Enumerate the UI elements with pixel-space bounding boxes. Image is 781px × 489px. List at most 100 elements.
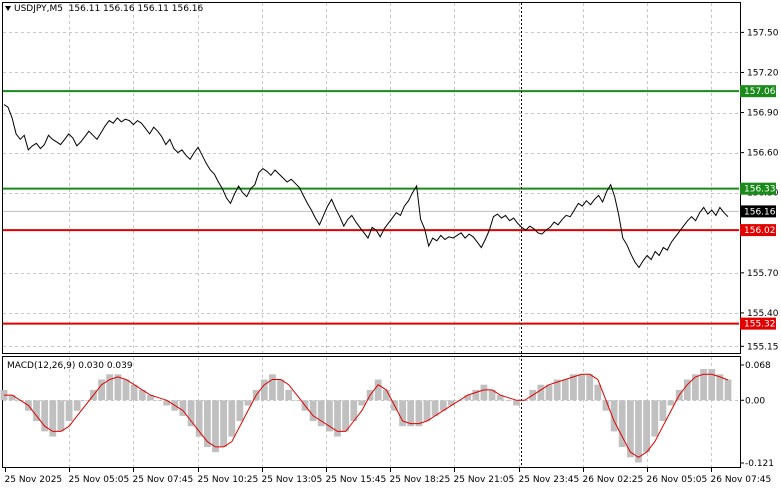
macd-bar	[163, 400, 171, 406]
macd-bar	[683, 379, 691, 401]
time-tick-label: 26 Nov 02:25	[583, 475, 644, 485]
macd-bar	[627, 400, 634, 458]
macd-bar	[374, 379, 382, 401]
level-label-box	[740, 85, 776, 98]
horizontal-levels	[3, 90, 739, 325]
macd-bar	[537, 384, 545, 401]
macd-bar	[382, 389, 390, 401]
macd-bar	[236, 400, 244, 421]
macd-bar	[602, 400, 610, 411]
macd-bar	[586, 374, 594, 401]
price-series	[3, 104, 729, 269]
time-tick-label: 25 Nov 23:45	[519, 475, 580, 485]
macd-histogram	[0, 369, 732, 463]
macd-bar	[407, 400, 415, 427]
macd-bar	[334, 400, 341, 437]
macd-bar	[651, 400, 659, 437]
macd-bar	[277, 379, 284, 401]
macd-bar	[513, 400, 520, 406]
macd-bar	[700, 369, 707, 401]
macd-bar	[724, 379, 732, 401]
macd-bar	[594, 384, 602, 401]
macd-bar	[147, 395, 154, 401]
time-tick-label: 25 Nov 13:05	[262, 475, 323, 485]
macd-bar	[309, 400, 317, 421]
level-label: 156.33	[744, 185, 776, 195]
grid-lines	[3, 3, 739, 467]
level-label-box	[740, 182, 776, 195]
macd-bar	[439, 400, 447, 411]
macd-tick-label: -0.121	[745, 459, 774, 469]
macd-tick-label: 0.00	[745, 396, 765, 406]
macd-bar	[81, 400, 89, 401]
level-label: 156.02	[744, 226, 776, 236]
macd-bar	[187, 400, 195, 427]
macd-bar	[667, 400, 675, 406]
time-tick-label: 25 Nov 10:25	[198, 475, 259, 485]
time-tick-label: 25 Nov 18:25	[390, 475, 451, 485]
macd-bar	[155, 400, 162, 401]
macd-bar	[488, 389, 496, 401]
signal-line	[4, 373, 729, 458]
macd-bar	[98, 379, 105, 401]
current-price-label: 156.16	[744, 207, 776, 217]
price-pane-frame	[2, 2, 741, 354]
macd-bar	[65, 400, 73, 421]
macd-bar	[73, 400, 81, 411]
macd-bar	[350, 400, 358, 421]
time-tick-label: 25 Nov 21:05	[454, 475, 515, 485]
price-tick-label: 155.70	[747, 269, 779, 279]
level-label-box	[740, 317, 776, 330]
macd-bar	[342, 400, 349, 432]
macd-bar	[708, 369, 716, 401]
macd-signal-line	[4, 373, 729, 458]
time-tick-label: 25 Nov 05:05	[69, 475, 130, 485]
level-label: 157.06	[744, 87, 776, 97]
macd-bar	[49, 400, 57, 437]
macd-bar	[423, 400, 431, 421]
macd-bar	[659, 400, 667, 421]
macd-bar	[260, 379, 268, 401]
macd-bar	[692, 374, 699, 401]
macd-bar	[138, 389, 146, 401]
macd-bar	[317, 400, 325, 427]
level-label: 155.32	[744, 320, 776, 330]
price-tick-label: 157.20	[747, 68, 779, 78]
macd-bar	[716, 374, 724, 401]
time-tick-label: 26 Nov 07:45	[711, 475, 772, 485]
price-tick-label: 155.15	[747, 342, 779, 352]
time-axis: 25 Nov 2025 25 Nov 05:05 25 Nov 07:45 25 No…	[5, 467, 772, 485]
macd-bar	[496, 395, 504, 401]
macd-bar	[464, 395, 472, 401]
price-tick-label: 155.40	[747, 309, 779, 319]
macd-bar	[285, 389, 293, 401]
macd-bar	[269, 374, 276, 401]
macd-bar	[33, 400, 40, 421]
dropdown-triangle-icon[interactable]	[5, 6, 11, 11]
macd-bar	[114, 374, 122, 401]
ohlc-values: 156.11 156.16 156.11 156.16	[68, 4, 204, 14]
macd-bar	[130, 384, 138, 401]
macd-bar	[643, 400, 650, 453]
time-tick-label: 25 Nov 07:45	[133, 475, 194, 485]
macd-tick-label: 0.068	[745, 361, 771, 371]
macd-bar	[228, 400, 236, 437]
macd-bar	[561, 379, 569, 401]
macd-bar	[244, 400, 252, 406]
macd-pane-frame	[2, 356, 741, 468]
price-line	[3, 104, 729, 269]
macd-bar	[220, 400, 227, 447]
macd-bar	[399, 400, 406, 427]
chart-title: USDJPY,M5 156.11 156.16 156.11 156.16	[5, 4, 203, 14]
macd-bar	[204, 400, 211, 447]
symbol-label: USDJPY,M5	[14, 4, 63, 14]
macd-bar	[545, 384, 553, 401]
macd-bar	[448, 400, 455, 406]
macd-bar	[293, 400, 301, 401]
macd-bar	[57, 400, 65, 432]
macd-bar	[212, 400, 219, 453]
macd-bar	[618, 400, 626, 447]
price-tick-label: 157.50	[747, 28, 779, 38]
time-tick-label: 25 Nov 2025	[5, 475, 63, 485]
